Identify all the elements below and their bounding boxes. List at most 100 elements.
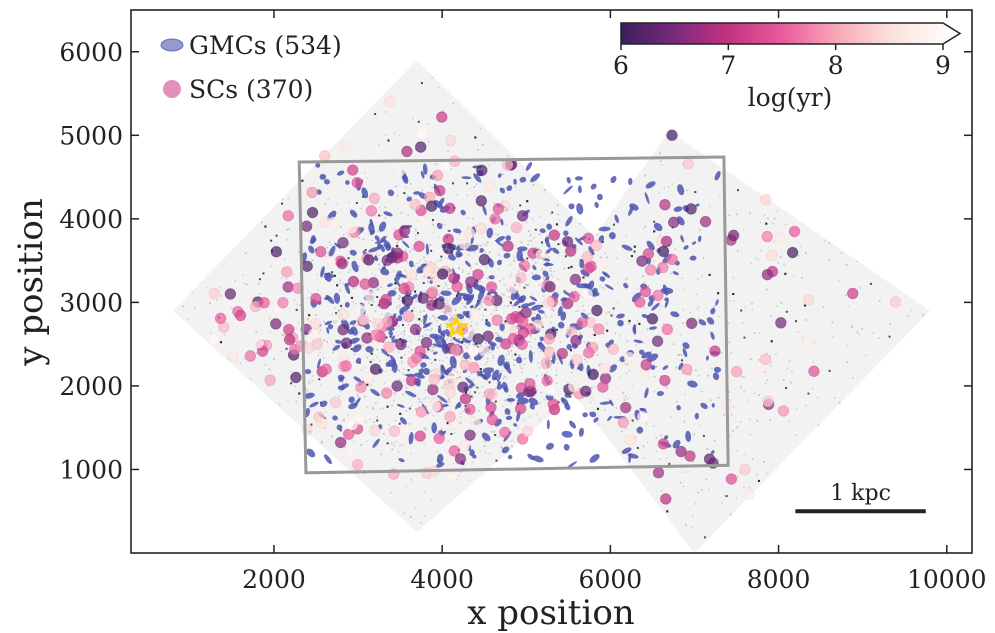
gmc-marker [561, 430, 573, 438]
background-star-point [393, 228, 396, 230]
background-star-point [459, 401, 461, 403]
background-star-point [511, 345, 514, 348]
background-star-point [489, 345, 491, 347]
sc-marker [270, 318, 282, 330]
gmc-marker [477, 290, 485, 301]
sc-marker [290, 371, 302, 384]
background-star-point [333, 320, 335, 322]
background-star-point [413, 265, 416, 267]
background-star-point [256, 352, 258, 355]
background-star-point [427, 328, 429, 331]
background-star-point [415, 278, 418, 281]
background-star-point [511, 304, 514, 307]
background-star-point [372, 408, 374, 410]
background-star-point [418, 368, 420, 371]
background-star-point [401, 371, 403, 374]
background-star-point [432, 223, 434, 226]
background-star-point [788, 420, 791, 422]
background-star-point [638, 322, 641, 325]
background-star-point [398, 296, 401, 298]
background-star-point [510, 350, 513, 352]
background-star-point [334, 339, 337, 341]
background-star-point [532, 264, 535, 266]
background-star-point [223, 333, 226, 336]
background-star-point [543, 189, 546, 191]
background-star-point [399, 445, 401, 447]
background-star-point [489, 452, 491, 455]
background-star-point [436, 451, 439, 453]
sc-marker [318, 150, 331, 162]
background-star-point [411, 309, 414, 312]
background-star-point [556, 358, 558, 361]
gmc-marker [497, 354, 505, 367]
background-star-point [372, 300, 374, 303]
background-star-point [583, 309, 585, 312]
background-star-point [295, 303, 298, 305]
background-star-point [448, 398, 450, 401]
background-star-point [403, 192, 406, 195]
background-star-point [440, 323, 442, 326]
x-axis-title: x position [467, 593, 634, 633]
gmc-marker [537, 341, 543, 347]
background-star-point [327, 198, 330, 201]
sc-marker [369, 329, 382, 341]
gmc-marker [663, 435, 669, 440]
background-star-point [660, 434, 662, 437]
background-star-point [396, 307, 398, 310]
background-star-point [407, 346, 410, 348]
background-star-point [549, 321, 552, 324]
background-star-point [567, 266, 570, 269]
background-star-point [270, 239, 273, 242]
background-star-point [440, 259, 442, 261]
background-star-point [334, 307, 337, 309]
background-star-point [504, 316, 507, 319]
background-star-point [804, 319, 807, 321]
background-star-point [530, 239, 533, 242]
background-star-point [338, 282, 340, 285]
background-star-point [484, 451, 487, 454]
background-star-point [319, 383, 322, 386]
background-star-point [511, 355, 513, 358]
background-star-point [460, 360, 463, 362]
background-star-point [523, 419, 525, 422]
background-star-point [559, 233, 561, 235]
background-star-point [335, 312, 338, 315]
sc-marker [420, 336, 433, 349]
background-star-point [635, 344, 638, 346]
gmc-marker [608, 364, 618, 373]
background-star-point [407, 369, 410, 372]
background-star-point [331, 271, 334, 274]
gmc-marker [408, 260, 414, 268]
sc-marker [715, 378, 727, 391]
background-star-point [631, 385, 633, 387]
legend: GMCs (534) SCs (370) [160, 31, 342, 104]
sc-marker [417, 292, 429, 304]
sc-marker [258, 297, 270, 309]
background-star-point [470, 267, 472, 270]
sc-marker [372, 318, 384, 330]
background-star-point [503, 187, 506, 190]
gmc-marker [516, 249, 523, 262]
background-star-point [443, 402, 446, 405]
background-star-point [696, 278, 699, 280]
sc-marker [699, 215, 712, 228]
gmc-marker [415, 381, 421, 387]
sc-marker [282, 281, 294, 293]
background-star-point [292, 273, 295, 276]
background-star-point [492, 355, 494, 357]
background-star-point [459, 318, 462, 320]
background-star-point [479, 128, 482, 130]
background-star-point [339, 279, 341, 282]
background-star-point [406, 260, 408, 263]
background-star-point [501, 241, 504, 243]
background-star-point [219, 286, 222, 289]
background-star-point [750, 262, 752, 264]
sc-marker [685, 203, 697, 215]
background-star-point [411, 248, 414, 250]
background-star-point [730, 413, 733, 416]
sc-marker [337, 236, 349, 249]
gmc-marker [411, 293, 418, 300]
background-star-point [557, 278, 560, 280]
gmc-marker [460, 209, 466, 216]
